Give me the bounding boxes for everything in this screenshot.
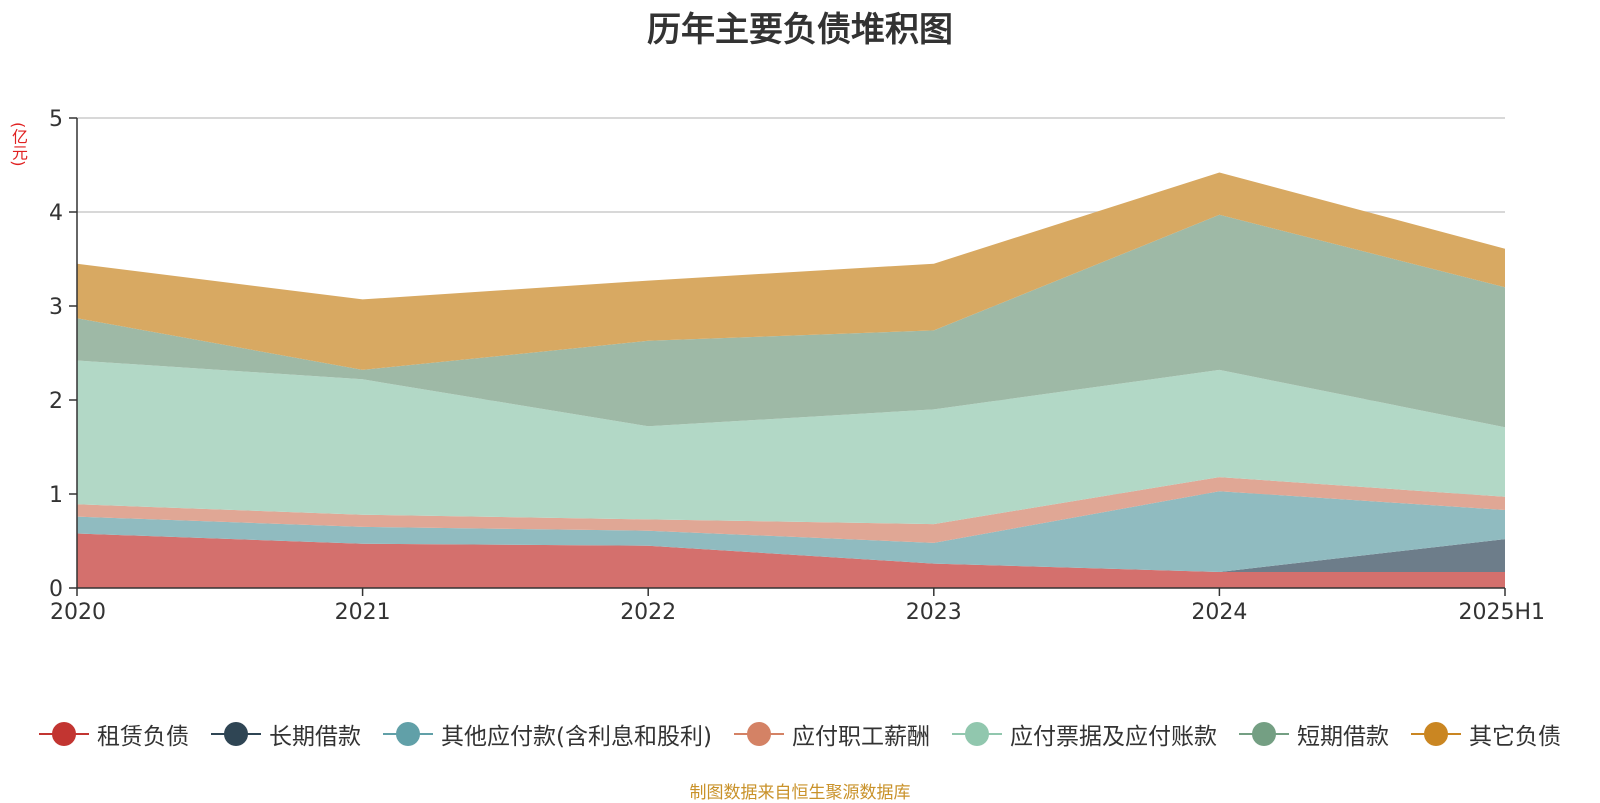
legend-label: 应付票据及应付账款	[1009, 724, 1217, 750]
legend-label: 短期借款	[1296, 724, 1389, 750]
legend-swatch-icon	[1410, 722, 1461, 746]
legend-label: 长期借款	[269, 724, 362, 750]
chart-title: 历年主要负债堆积图	[647, 10, 953, 50]
legend-item-2[interactable]: 其他应付款(含利息和股利)	[383, 717, 712, 751]
area-series	[77, 172, 1505, 588]
y-tick-label-2: 2	[49, 389, 63, 414]
area-series-5	[77, 214, 1505, 428]
x-tick-label-0: 2020	[50, 600, 106, 625]
legend-label: 租赁负债	[97, 724, 190, 750]
y-tick-labels: 0 1 2 3 4 5	[49, 107, 63, 602]
legend-item-1[interactable]: 长期借款	[211, 717, 361, 751]
legend-label: 其他应付款(含利息和股利)	[441, 724, 712, 750]
legend-swatch-icon	[211, 722, 262, 746]
legend-label: 应付职工薪酬	[791, 724, 930, 750]
y-tick-label-3: 3	[49, 295, 63, 320]
axes	[69, 117, 1506, 596]
x-tick-label-4: 2024	[1191, 600, 1247, 625]
y-tick-label-1: 1	[49, 483, 63, 508]
legend-item-3[interactable]: 应付职工薪酬	[733, 717, 930, 751]
area-series-0	[77, 533, 1505, 588]
legend-item-0[interactable]: 租赁负债	[39, 717, 189, 751]
legend-label: 其它负债	[1468, 724, 1561, 750]
y-axis-unit-label: (亿元)	[9, 122, 28, 167]
area-series-3	[77, 477, 1505, 543]
area-series-1	[77, 533, 1505, 572]
x-tick-label-3: 2023	[906, 600, 962, 625]
legend-swatch-icon	[1238, 722, 1289, 746]
stacked-area-chart: 0 1 2 3 4 5 2020 2021 2022 2023 2024 2025H1	[49, 107, 1545, 625]
x-tick-labels: 2020 2021 2022 2023 2024 2025H1	[50, 600, 1545, 625]
x-tick-label-2: 2022	[620, 600, 676, 625]
y-tick-label-4: 4	[49, 201, 63, 226]
area-series-4	[77, 360, 1505, 525]
legend-item-6[interactable]: 其它负债	[1410, 717, 1561, 751]
area-series-6	[77, 172, 1505, 370]
x-tick-label-1: 2021	[335, 600, 391, 625]
y-tick-label-5: 5	[49, 107, 63, 132]
source-note: 制图数据来自恒生聚源数据库	[689, 783, 911, 803]
legend-swatch-icon	[951, 722, 1002, 746]
legend-swatch-icon	[733, 722, 784, 746]
legend: 租赁负债 长期借款 其他应付款(含利息和股利) 应付职工薪酬 应付票据及应付账款 短期借款…	[0, 718, 1600, 750]
legend-swatch-icon	[383, 722, 434, 746]
legend-item-4[interactable]: 应付票据及应付账款	[951, 717, 1217, 751]
legend-item-5[interactable]: 短期借款	[1238, 717, 1389, 751]
y-tick-label-0: 0	[49, 577, 63, 602]
legend-swatch-icon	[39, 722, 90, 746]
area-series-2	[77, 491, 1505, 572]
x-tick-label-5: 2025H1	[1458, 600, 1545, 625]
